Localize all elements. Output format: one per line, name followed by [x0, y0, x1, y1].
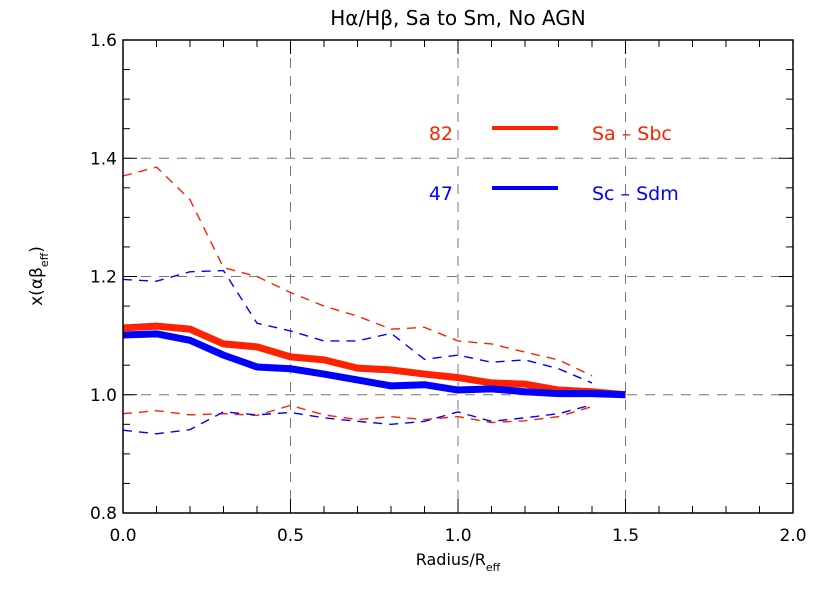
legend-label-1: Sc – Sdm [592, 183, 679, 205]
grid [123, 40, 793, 513]
y-tick-label: 0.8 [90, 504, 117, 524]
legend-label-0: Sa – Sbc [592, 123, 672, 145]
chart-title: Hα/Hβ, Sa to Sm, No AGN [330, 6, 585, 30]
legend-count-1: 47 [429, 183, 453, 205]
series-group [122, 166, 626, 435]
ticks [122, 39, 794, 514]
legend: 82 Sa – Sbc 47 Sc – Sdm [429, 123, 679, 205]
y-tick-label: 1.0 [90, 386, 117, 406]
y-tick-label: 1.6 [90, 31, 117, 51]
x-axis-label-main: Radius/R [416, 550, 486, 569]
y-axis-label-main: x(αβ [27, 267, 47, 306]
series-line-1-solid [122, 330, 626, 399]
series-line-5-dashed [122, 404, 593, 435]
y-tick-label: 1.2 [90, 268, 117, 288]
x-tick-label: 1.0 [444, 526, 471, 546]
y-axis-label-sub: eff [38, 252, 51, 267]
series-line-3-dashed [122, 269, 593, 384]
tick-labels: 0.0 0.5 1.0 1.5 2.0 0.8 1.0 1.2 1.4 1.6 [90, 31, 807, 546]
series-line-0-solid [122, 322, 626, 399]
y-axis-label: x(αβeff) [27, 246, 51, 306]
legend-count-0: 82 [429, 123, 453, 145]
y-axis-label-close: ) [27, 246, 47, 253]
x-tick-label: 0.5 [277, 526, 304, 546]
y-tick-label: 1.4 [90, 149, 117, 169]
x-axis-label-sub: eff [486, 561, 501, 574]
x-tick-label: 2.0 [779, 526, 806, 546]
series-line-4-dashed [122, 404, 593, 424]
x-tick-label: 1.5 [612, 526, 639, 546]
x-axis-label: Radius/Reff [416, 550, 501, 574]
x-tick-label: 0.0 [109, 526, 136, 546]
